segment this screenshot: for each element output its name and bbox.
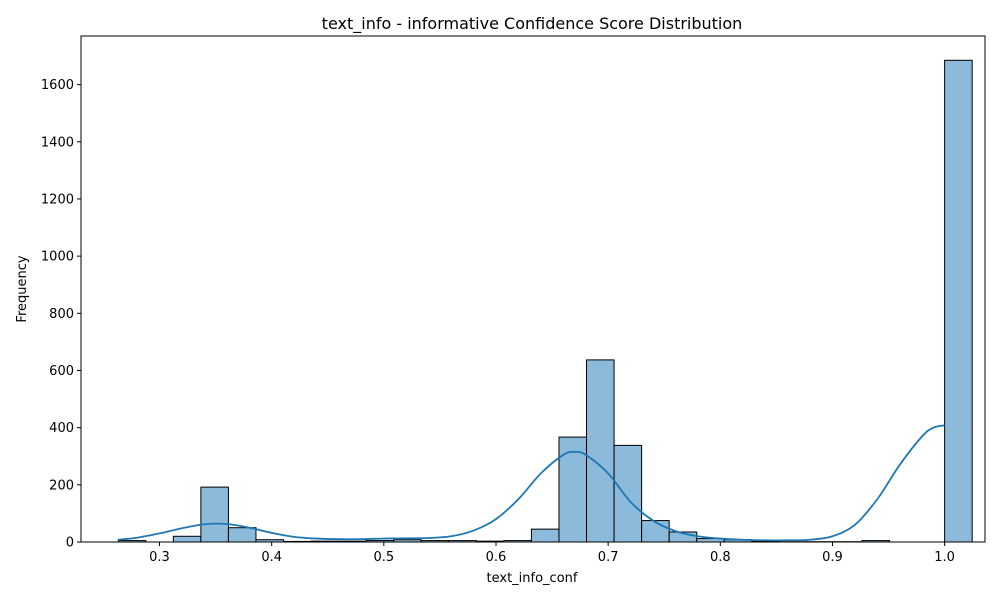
y-tick-label: 1000 <box>41 250 74 265</box>
x-tick-label: 0.3 <box>149 550 170 565</box>
y-tick-label: 1600 <box>41 78 74 93</box>
x-tick-label: 0.9 <box>822 550 843 565</box>
x-tick-label: 0.7 <box>598 550 619 565</box>
x-tick-label: 0.4 <box>261 550 282 565</box>
chart-title: text_info - informative Confidence Score… <box>322 14 743 34</box>
y-tick-label: 0 <box>66 536 74 551</box>
plot-frame <box>80 35 986 543</box>
y-tick-label: 200 <box>49 478 74 493</box>
histogram-bar <box>613 444 643 543</box>
histogram-bar <box>530 528 560 543</box>
histogram-bar <box>586 359 615 543</box>
x-axis-title: text_info_conf <box>487 571 578 586</box>
histogram-bar <box>641 520 670 543</box>
y-axis: 0 200 400 600 800 1000 1200 1400 1600 <box>41 78 81 551</box>
y-tick-label: 400 <box>49 421 74 436</box>
y-tick-label: 1400 <box>41 135 74 150</box>
kde-layer <box>117 424 945 542</box>
y-tick-label: 800 <box>49 307 74 322</box>
x-axis: 0.3 0.4 0.5 0.6 0.7 0.8 0.9 1.0 <box>149 542 955 565</box>
histogram-bar <box>227 527 257 543</box>
kde-curve <box>117 424 945 542</box>
x-tick-label: 1.0 <box>934 550 955 565</box>
y-tick-label: 600 <box>49 364 74 379</box>
y-tick-label: 1200 <box>41 192 74 207</box>
x-tick-label: 0.8 <box>710 550 731 565</box>
x-tick-label: 0.5 <box>373 550 394 565</box>
histogram-bar <box>944 59 973 543</box>
x-tick-label: 0.6 <box>486 550 507 565</box>
histogram-bar <box>172 535 202 543</box>
histogram-bar <box>200 486 229 543</box>
y-axis-title: Frequency <box>15 255 30 322</box>
